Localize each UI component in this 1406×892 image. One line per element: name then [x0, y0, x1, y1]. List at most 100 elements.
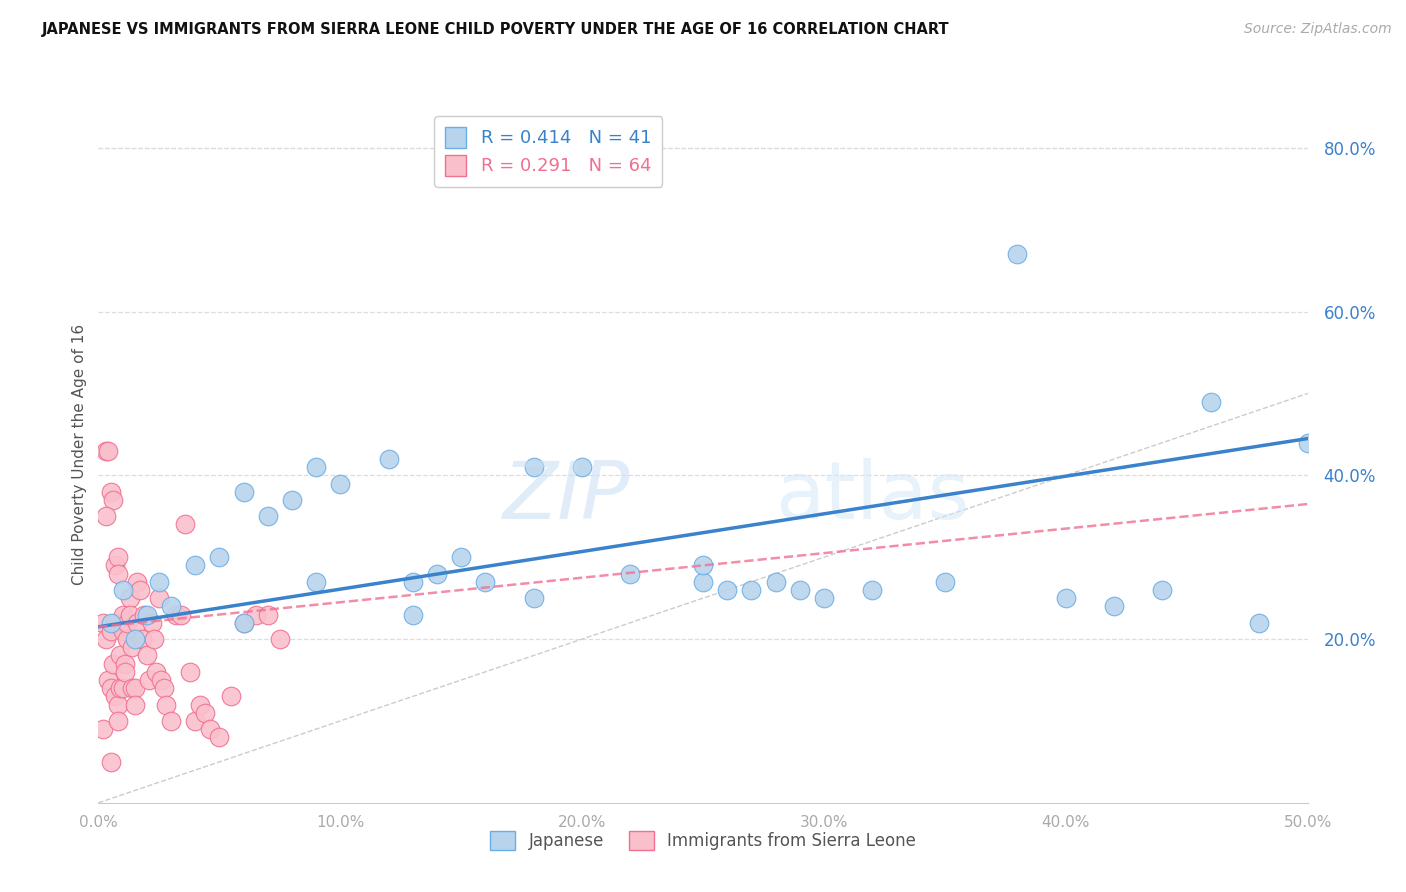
Point: [101, 657, 124, 671]
Point: [179, 665, 201, 679]
Point: [104, 690, 127, 704]
Point: [160, 599, 183, 614]
Point: [91, 722, 114, 736]
Point: [100, 615, 122, 630]
Point: [91, 615, 114, 630]
Point: [97, 443, 120, 458]
Point: [765, 574, 787, 589]
Point: [100, 755, 122, 769]
Point: [100, 624, 122, 638]
Point: [111, 624, 134, 638]
Point: [124, 632, 146, 646]
Point: [305, 460, 328, 475]
Point: [934, 574, 956, 589]
Point: [121, 640, 143, 655]
Point: [245, 607, 267, 622]
Point: [160, 714, 183, 728]
Text: ZIP: ZIP: [503, 458, 630, 536]
Point: [111, 607, 134, 622]
Point: [184, 714, 207, 728]
Point: [124, 681, 146, 696]
Point: [402, 607, 425, 622]
Point: [135, 607, 157, 622]
Point: [107, 550, 129, 565]
Point: [256, 607, 278, 622]
Point: [150, 673, 173, 687]
Point: [141, 615, 163, 630]
Point: [281, 492, 304, 507]
Point: [143, 632, 166, 646]
Point: [208, 731, 231, 745]
Point: [118, 607, 141, 622]
Point: [107, 566, 129, 581]
Y-axis label: Child Poverty Under the Age of 16: Child Poverty Under the Age of 16: [72, 325, 87, 585]
Point: [169, 607, 191, 622]
Point: [571, 460, 593, 475]
Legend: Japanese, Immigrants from Sierra Leone: Japanese, Immigrants from Sierra Leone: [484, 824, 922, 857]
Point: [1054, 591, 1077, 606]
Point: [100, 484, 122, 499]
Point: [145, 665, 167, 679]
Point: [221, 690, 243, 704]
Point: [174, 517, 197, 532]
Point: [152, 681, 174, 696]
Point: [114, 665, 136, 679]
Point: [121, 681, 143, 696]
Point: [1296, 435, 1319, 450]
Point: [269, 632, 291, 646]
Point: [305, 574, 328, 589]
Point: [135, 648, 157, 663]
Point: [117, 632, 139, 646]
Point: [94, 443, 117, 458]
Point: [692, 574, 714, 589]
Point: [101, 492, 124, 507]
Point: [194, 706, 217, 720]
Point: [118, 591, 141, 606]
Point: [104, 615, 127, 630]
Text: atlas: atlas: [776, 458, 970, 536]
Text: Source: ZipAtlas.com: Source: ZipAtlas.com: [1244, 22, 1392, 37]
Point: [108, 648, 131, 663]
Point: [111, 681, 134, 696]
Text: JAPANESE VS IMMIGRANTS FROM SIERRA LEONE CHILD POVERTY UNDER THE AGE OF 16 CORRE: JAPANESE VS IMMIGRANTS FROM SIERRA LEONE…: [42, 22, 950, 37]
Point: [426, 566, 449, 581]
Point: [107, 698, 129, 712]
Point: [377, 452, 399, 467]
Point: [232, 615, 254, 630]
Point: [134, 607, 156, 622]
Point: [148, 591, 170, 606]
Point: [107, 714, 129, 728]
Point: [148, 574, 170, 589]
Point: [619, 566, 641, 581]
Point: [155, 698, 177, 712]
Point: [131, 632, 153, 646]
Point: [165, 607, 187, 622]
Point: [111, 582, 134, 597]
Point: [108, 681, 131, 696]
Point: [474, 574, 496, 589]
Point: [523, 591, 546, 606]
Point: [232, 484, 254, 499]
Point: [692, 558, 714, 573]
Point: [208, 550, 231, 565]
Point: [523, 460, 546, 475]
Point: [1249, 615, 1271, 630]
Point: [402, 574, 425, 589]
Point: [127, 615, 149, 630]
Point: [100, 681, 122, 696]
Point: [860, 582, 883, 597]
Point: [232, 615, 254, 630]
Point: [198, 722, 221, 736]
Point: [1102, 599, 1125, 614]
Point: [716, 582, 738, 597]
Point: [188, 698, 211, 712]
Point: [184, 558, 207, 573]
Point: [740, 582, 762, 597]
Point: [94, 632, 117, 646]
Point: [94, 509, 117, 524]
Point: [127, 574, 149, 589]
Point: [97, 673, 120, 687]
Point: [128, 582, 150, 597]
Point: [1007, 247, 1029, 261]
Point: [1152, 582, 1174, 597]
